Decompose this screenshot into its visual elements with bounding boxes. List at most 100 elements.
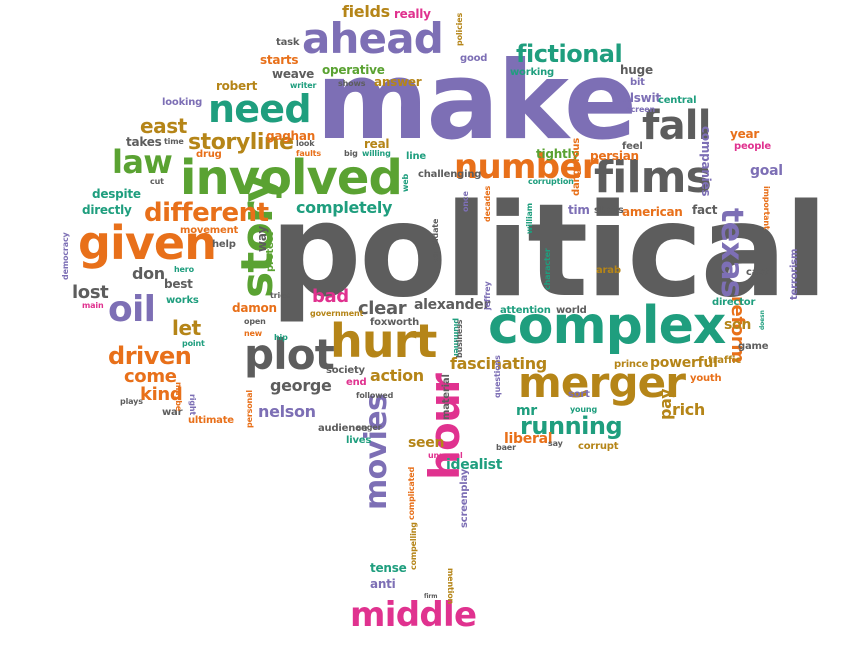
cloud-word-policies: policies (455, 12, 464, 46)
cloud-word-action: action (370, 366, 424, 385)
cloud-word-persian: persian (590, 149, 639, 163)
cloud-word-goal: goal (750, 163, 783, 179)
cloud-word-candidate: candidate (431, 218, 440, 262)
cloud-word-real: real (364, 137, 390, 151)
cloud-word-george: george (270, 376, 332, 395)
cloud-word-important: important (762, 186, 771, 230)
cloud-word-merger: merger (518, 358, 686, 407)
cloud-word-drug: drug (196, 149, 222, 160)
cloud-word-idealist: idealist (446, 457, 503, 473)
cloud-word-hero: hero (174, 265, 194, 274)
cloud-word-protect: protect (265, 232, 276, 272)
cloud-word-nelson: nelson (258, 402, 316, 421)
cloud-word-dangerous: dangerous (571, 137, 582, 196)
cloud-word-world: world (556, 305, 587, 316)
cloud-word-robert: robert (216, 79, 258, 93)
cloud-word-works: works (166, 295, 199, 306)
cloud-word-feel: feel (622, 141, 643, 152)
cloud-word-mr: mr (516, 403, 537, 419)
cloud-word-pay: pay (656, 388, 675, 420)
cloud-word-bit: bit (630, 77, 645, 88)
cloud-word-corrupt: corrupt (578, 441, 619, 452)
cloud-word-completely: completely (296, 198, 393, 217)
cloud-word-war: war (162, 407, 183, 418)
cloud-word-complex: complex (488, 296, 726, 356)
cloud-word-texas: texas (714, 208, 749, 298)
cloud-word-directly: directly (82, 203, 132, 217)
cloud-word-open: open (244, 317, 266, 326)
cloud-word-political: political (270, 177, 828, 326)
cloud-word-damon: damon (232, 301, 277, 315)
cloud-word-let: let (172, 316, 201, 340)
cloud-word-tim: tim (568, 203, 590, 217)
cloud-word-best: best (164, 277, 193, 291)
cloud-word-don: don (132, 264, 165, 283)
cloud-word-line: line (406, 151, 426, 162)
cloud-word-bad: bad (312, 286, 349, 307)
cloud-word-cut: cut (150, 177, 164, 186)
cloud-word-character: character (543, 248, 552, 290)
cloud-word-unusual: unusual (428, 451, 463, 460)
cloud-word-companies: companies (699, 126, 713, 197)
cloud-word-new: new (244, 329, 263, 338)
cloud-word-look: look (296, 139, 315, 148)
cloud-word-law: law (112, 143, 173, 181)
cloud-word-main: main (82, 301, 104, 310)
cloud-word-mention: mention (446, 568, 455, 605)
cloud-word-game: game (738, 341, 769, 352)
cloud-word-son: son (724, 317, 752, 333)
cloud-word-ahead: ahead (302, 14, 444, 63)
cloud-word-foxworth: foxworth (370, 317, 420, 328)
cloud-word-personal: personal (245, 390, 254, 428)
cloud-word-attention: attention (500, 305, 551, 316)
cloud-word-tries: tries (270, 291, 290, 300)
cloud-word-central: central (658, 95, 697, 106)
cloud-word-audience: audience (318, 423, 368, 434)
cloud-word-shows: shows (338, 79, 366, 88)
cloud-word-big: big (344, 149, 358, 158)
cloud-word-youth: youth (690, 373, 722, 384)
cloud-word-number: number (454, 147, 599, 187)
cloud-word-government: government (310, 309, 364, 318)
cloud-word-liberal: liberal (504, 431, 553, 447)
cloud-word-year: year (730, 127, 760, 141)
cloud-word-looking: looking (162, 97, 203, 108)
cloud-word-tightly: tightly (536, 147, 579, 161)
cloud-word-decades: decades (483, 185, 492, 222)
cloud-word-followed: followed (356, 391, 394, 400)
cloud-word-american: american (622, 205, 683, 219)
cloud-word-east: east (140, 114, 187, 138)
cloud-word-need: need (208, 87, 312, 131)
cloud-word-fields: fields (342, 2, 390, 21)
cloud-word-faults: faults (296, 149, 321, 158)
cloud-word-different: different (144, 198, 269, 228)
cloud-word-come: come (124, 366, 177, 387)
cloud-word-complicated: complicated (407, 466, 416, 520)
cloud-word-jeffrey: jeffrey (483, 281, 492, 310)
cloud-word-lives: lives (346, 435, 372, 446)
cloud-word-movies: movies (359, 393, 394, 510)
cloud-word-screen: screen (626, 105, 656, 114)
cloud-word-corruption: corruption (528, 177, 574, 186)
cloud-word-challenging: challenging (418, 169, 482, 180)
cloud-word-sort: sort (568, 389, 590, 400)
cloud-word-point: point (182, 339, 205, 348)
cloud-word-web: web (401, 173, 410, 192)
cloud-word-time: time (164, 137, 184, 146)
cloud-word-plays: plays (120, 397, 143, 406)
cloud-word-seen: seen (408, 435, 445, 451)
cloud-word-end: end (346, 377, 367, 388)
cloud-word-terrorism: terrorism (789, 248, 800, 300)
cloud-word-answer: answer (374, 75, 422, 89)
cloud-word-traffic: traffic (708, 355, 742, 366)
cloud-word-baer: baer (496, 443, 516, 452)
cloud-word-lost: lost (72, 282, 109, 303)
cloud-word-william: william (525, 203, 534, 234)
cloud-word-fictional: fictional (516, 40, 623, 68)
cloud-word-society: society (326, 365, 365, 376)
cloud-word-compelling: compelling (409, 522, 418, 570)
cloud-word-anger: anger (356, 423, 382, 432)
cloud-word-takes: takes (126, 135, 162, 149)
cloud-word-fact: fact (692, 203, 718, 217)
cloud-word-people: people (734, 141, 771, 152)
